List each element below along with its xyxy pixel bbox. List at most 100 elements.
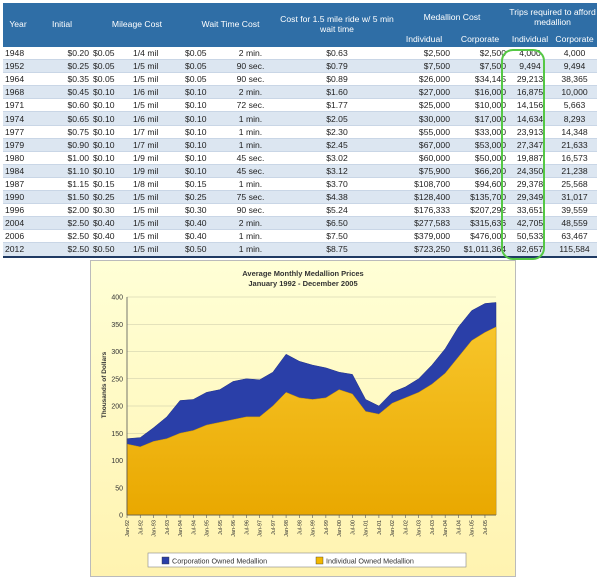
cell-mileage-unit: 1/8 mil [131, 177, 183, 191]
cell-med-corp: $10,000 [452, 98, 508, 112]
cell-wait-unit: 1 min. [223, 242, 278, 257]
cell-initial: $0.25 [33, 59, 91, 73]
header-year: Year [3, 3, 33, 47]
cell-wait-cost: $0.30 [183, 203, 223, 217]
cell-mileage-cost: $0.10 [91, 164, 131, 178]
cell-year: 1977 [3, 125, 33, 139]
cell-mileage-unit: 1/7 mil [131, 125, 183, 139]
x-tick-label: Jul-94 [191, 520, 197, 535]
cell-ride-cost: $6.50 [278, 216, 396, 230]
cell-trips-ind: 23,913 [508, 125, 552, 139]
cell-wait-cost: $0.10 [183, 125, 223, 139]
chart-legend: Corporation Owned Medallion Individual Ow… [147, 552, 467, 568]
cell-trips-ind: 19,887 [508, 151, 552, 165]
cell-ride-cost: $1.77 [278, 98, 396, 112]
cell-med-corp: $315,636 [452, 216, 508, 230]
cell-med-corp: $33,000 [452, 125, 508, 139]
cell-trips-corp: 21,238 [552, 164, 598, 178]
cell-wait-unit: 1 min. [223, 111, 278, 126]
fare-history-table-container: Year Initial Mileage Cost Wait Time Cost… [3, 3, 598, 260]
cell-wait-cost: $0.05 [183, 59, 223, 73]
x-tick-label: Jan-02 [390, 520, 396, 537]
cell-med-corp: $50,000 [452, 151, 508, 165]
x-tick-label: Jul-05 [483, 520, 489, 535]
header-wait-time-cost: Wait Time Cost [183, 3, 278, 47]
y-tick-label: 250 [111, 376, 123, 383]
cell-mileage-cost: $0.25 [91, 190, 131, 204]
cell-med-corp: $476,000 [452, 229, 508, 243]
cell-trips-ind: 27,347 [508, 138, 552, 152]
cell-mileage-unit: 1/5 mil [131, 59, 183, 73]
cell-trips-ind: 29,213 [508, 72, 552, 86]
cell-mileage-cost: $0.10 [91, 98, 131, 112]
cell-wait-unit: 45 sec. [223, 151, 278, 165]
cell-mileage-unit: 1/5 mil [131, 98, 183, 112]
cell-trips-ind: 29,378 [508, 177, 552, 191]
cell-year: 1980 [3, 151, 33, 165]
y-tick-label: 50 [115, 485, 123, 492]
cell-med-corp: $17,000 [452, 111, 508, 126]
chart-title: Average Monthly Medallion Prices [242, 269, 363, 278]
cell-wait-unit: 90 sec. [223, 72, 278, 86]
cell-trips-ind: 14,634 [508, 111, 552, 126]
table-row: 1968 $0.45 $0.10 1/6 mil $0.10 2 min. $1.60 $27… [3, 85, 598, 99]
x-tick-label: Jul-93 [165, 520, 171, 535]
x-tick-label: Jan-96 [231, 520, 237, 537]
cell-year: 1996 [3, 203, 33, 217]
cell-mileage-unit: 1/5 mil [131, 216, 183, 230]
cell-trips-ind: 24,350 [508, 164, 552, 178]
cell-med-ind: $176,333 [396, 203, 452, 217]
cell-trips-corp: 115,584 [552, 242, 598, 257]
medallion-price-chart: Average Monthly Medallion Prices January… [90, 260, 516, 577]
cell-initial: $0.65 [33, 111, 91, 126]
cell-year: 1984 [3, 164, 33, 178]
cell-med-ind: $27,000 [396, 85, 452, 99]
cell-year: 2004 [3, 216, 33, 230]
table-row: 1987 $1.15 $0.15 1/8 mil $0.15 1 min. $3.70 $10… [3, 177, 598, 191]
cell-mileage-cost: $0.05 [91, 72, 131, 86]
cell-med-ind: $55,000 [396, 125, 452, 139]
cell-year: 1987 [3, 177, 33, 191]
cell-initial: $1.10 [33, 164, 91, 178]
cell-trips-ind: 4,000 [508, 47, 552, 60]
cell-med-ind: $723,250 [396, 242, 452, 257]
table-row: 1948 $0.20 $0.05 1/4 mil $0.05 2 min. $0.63 $2,… [3, 47, 598, 60]
table-row: 1984 $1.10 $0.10 1/9 mil $0.10 45 sec. $3.12 $7… [3, 164, 598, 178]
header-medallion-corporate: Corporate [452, 33, 508, 47]
cell-wait-unit: 90 sec. [223, 203, 278, 217]
cell-med-corp: $2,500 [452, 47, 508, 60]
cell-ride-cost: $8.75 [278, 242, 396, 257]
cell-trips-corp: 25,568 [552, 177, 598, 191]
x-tick-label: Jan-00 [337, 520, 343, 537]
cell-wait-unit: 2 min. [223, 85, 278, 99]
cell-initial: $0.45 [33, 85, 91, 99]
cell-ride-cost: $4.38 [278, 190, 396, 204]
x-tick-label: Jan-95 [205, 520, 211, 537]
x-tick-label: Jul-96 [244, 520, 250, 535]
cell-year: 2006 [3, 229, 33, 243]
x-tick-label: Jan-98 [284, 520, 290, 537]
cell-wait-unit: 1 min. [223, 177, 278, 191]
cell-initial: $0.20 [33, 47, 91, 60]
cell-wait-unit: 75 sec. [223, 190, 278, 204]
cell-initial: $0.35 [33, 72, 91, 86]
cell-ride-cost: $0.79 [278, 59, 396, 73]
y-tick-label: 200 [111, 404, 123, 411]
cell-initial: $1.00 [33, 151, 91, 165]
cell-med-corp: $1,011,364 [452, 242, 508, 257]
cell-initial: $2.50 [33, 216, 91, 230]
cell-ride-cost: $7.50 [278, 229, 396, 243]
cell-year: 1990 [3, 190, 33, 204]
cell-mileage-cost: $0.05 [91, 47, 131, 60]
cell-mileage-cost: $0.40 [91, 229, 131, 243]
cell-mileage-cost: $0.40 [91, 216, 131, 230]
table-row: 2006 $2.50 $0.40 1/5 mil $0.40 1 min. $7.50 $37… [3, 229, 598, 243]
header-medallion-cost: Medallion Cost [396, 3, 508, 33]
chart-subtitle: January 1992 - December 2005 [248, 279, 357, 288]
cell-trips-ind: 9,494 [508, 59, 552, 73]
table-row: 1977 $0.75 $0.10 1/7 mil $0.10 1 min. $2.30 $55… [3, 125, 598, 139]
cell-mileage-unit: 1/7 mil [131, 138, 183, 152]
cell-mileage-unit: 1/5 mil [131, 203, 183, 217]
cell-trips-corp: 5,663 [552, 98, 598, 112]
cell-initial: $0.90 [33, 138, 91, 152]
